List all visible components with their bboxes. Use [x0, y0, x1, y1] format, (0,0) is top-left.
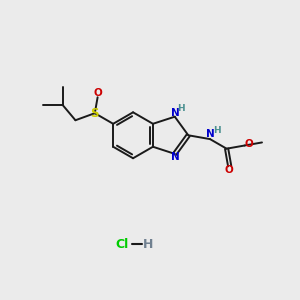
Text: O: O [244, 139, 253, 149]
Text: N: N [206, 129, 215, 139]
Text: Cl: Cl [116, 238, 129, 251]
Text: H: H [178, 104, 185, 113]
Text: O: O [225, 165, 233, 175]
Text: N: N [171, 108, 180, 118]
Text: H: H [143, 238, 154, 251]
Text: H: H [213, 126, 220, 135]
Text: O: O [94, 88, 103, 98]
Text: N: N [171, 152, 180, 162]
Text: S: S [91, 107, 99, 120]
